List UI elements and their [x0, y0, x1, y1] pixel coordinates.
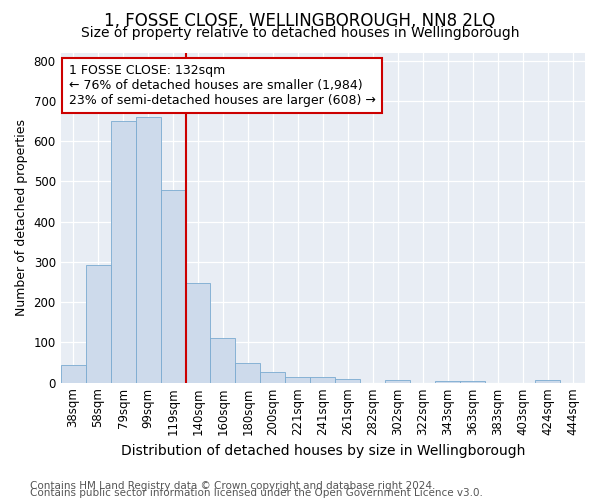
Bar: [335, 380, 360, 382]
Bar: [235, 362, 260, 382]
Text: Size of property relative to detached houses in Wellingborough: Size of property relative to detached ho…: [81, 26, 519, 40]
Bar: [310, 377, 335, 382]
Bar: [185, 283, 211, 382]
Bar: [260, 372, 286, 382]
Bar: [161, 190, 185, 382]
Text: Contains HM Land Registry data © Crown copyright and database right 2024.: Contains HM Land Registry data © Crown c…: [30, 481, 436, 491]
Bar: [286, 377, 310, 382]
Bar: [86, 265, 110, 382]
Text: Contains public sector information licensed under the Open Government Licence v3: Contains public sector information licen…: [30, 488, 483, 498]
Text: 1 FOSSE CLOSE: 132sqm
← 76% of detached houses are smaller (1,984)
23% of semi-d: 1 FOSSE CLOSE: 132sqm ← 76% of detached …: [68, 64, 376, 107]
Bar: [460, 380, 485, 382]
Bar: [211, 338, 235, 382]
Bar: [385, 380, 410, 382]
Bar: [61, 364, 86, 382]
Bar: [435, 380, 460, 382]
Y-axis label: Number of detached properties: Number of detached properties: [15, 119, 28, 316]
Text: 1, FOSSE CLOSE, WELLINGBOROUGH, NN8 2LQ: 1, FOSSE CLOSE, WELLINGBOROUGH, NN8 2LQ: [104, 12, 496, 30]
Bar: [136, 117, 161, 382]
X-axis label: Distribution of detached houses by size in Wellingborough: Distribution of detached houses by size …: [121, 444, 525, 458]
Bar: [535, 380, 560, 382]
Bar: [110, 121, 136, 382]
